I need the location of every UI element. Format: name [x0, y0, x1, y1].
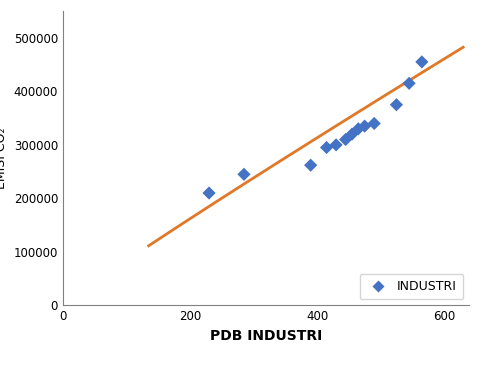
X-axis label: PDB INDUSTRI: PDB INDUSTRI	[210, 329, 322, 343]
Point	[205, 190, 213, 196]
Point	[354, 126, 362, 132]
Point	[361, 123, 368, 129]
Point	[370, 120, 378, 126]
Point	[393, 102, 400, 108]
Point	[405, 80, 413, 86]
Point	[348, 131, 356, 137]
Point	[418, 59, 426, 65]
Point	[342, 137, 349, 142]
Point	[323, 145, 331, 151]
Point	[332, 142, 340, 148]
Legend: INDUSTRI: INDUSTRI	[360, 274, 463, 299]
Point	[307, 162, 315, 168]
Y-axis label: EMISI CO₂: EMISI CO₂	[0, 127, 8, 189]
Point	[240, 171, 248, 177]
